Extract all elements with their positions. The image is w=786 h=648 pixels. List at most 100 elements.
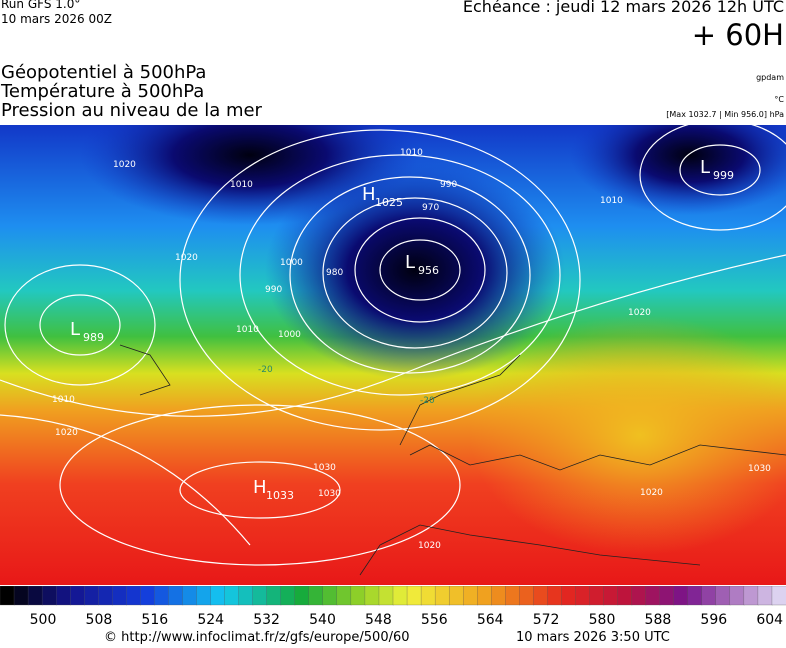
colorbar-swatch [420, 586, 436, 606]
colorbar-swatch [448, 586, 464, 606]
field: Température à 500hPa [1, 81, 205, 102]
isobar-label: 1000 [278, 330, 301, 340]
colorbar-swatch [561, 586, 577, 606]
temperature-label: -20 [258, 365, 273, 375]
colorbar-swatch [41, 586, 57, 606]
center-letter: H [362, 184, 376, 205]
colorbar-swatch [701, 586, 717, 606]
isobar-label: 970 [422, 203, 439, 213]
isobar-label: 1000 [280, 258, 303, 268]
colorbar-label: 580 [589, 612, 616, 628]
colorbar-label: 524 [197, 612, 224, 628]
colorbar-swatch [252, 586, 268, 606]
center-value: 1025 [375, 196, 403, 209]
isobar-label: 990 [440, 180, 457, 190]
colorbar-swatch [687, 586, 703, 606]
valid-time: Echéance : jeudi 12 mars 2026 12h UTC [462, 0, 784, 16]
colorbar-swatch [434, 586, 450, 606]
colorbar-label: 532 [253, 612, 280, 628]
colorbar-swatch [238, 586, 254, 606]
colorbar-swatch [673, 586, 689, 606]
colorbar-swatch [603, 586, 619, 606]
center-value: 999 [713, 169, 734, 182]
unit: °C [774, 95, 784, 104]
colorbar-swatch [589, 586, 605, 606]
colorbar-swatch [505, 586, 520, 606]
colorbar-swatch [182, 586, 198, 606]
field: Pression au niveau de la mer [1, 100, 262, 121]
colorbar-label: 556 [421, 612, 448, 628]
isobar-label: 990 [265, 285, 282, 295]
colorbar-swatch [547, 586, 563, 606]
isobar-label: 1020 [628, 308, 651, 318]
colorbar-label: 540 [309, 612, 336, 628]
isobar-label: 1020 [175, 253, 198, 263]
isobar-label: 1020 [418, 541, 441, 551]
colorbar-swatch [757, 586, 773, 606]
cold-core [265, 160, 565, 380]
colorbar-swatch [112, 586, 127, 606]
isobar-label: 1030 [318, 489, 341, 499]
colorbar-label: 604 [756, 612, 783, 628]
colorbar: 500 508 516 524 532 540 548 556 564 572 580 588 596 6… [0, 586, 786, 628]
isobar-label: 1020 [113, 160, 136, 170]
colorbar-swatch [70, 586, 85, 606]
colorbar-swatch [463, 586, 478, 606]
colorbar-label: 572 [533, 612, 560, 628]
isobar-label: 1010 [400, 148, 423, 158]
coastlines [119, 344, 786, 576]
colorbar-swatch [210, 586, 226, 606]
colorbar-swatch [84, 586, 99, 606]
colorbar-swatch [27, 586, 43, 606]
unit: [Max 1032.7 | Min 956.0] hPa [666, 110, 784, 119]
isobar-label: 1010 [230, 180, 253, 190]
center-value: 989 [83, 331, 104, 344]
colorbar-swatch [631, 586, 647, 606]
colorbar-swatch [533, 586, 549, 606]
colorbar-label: 516 [141, 612, 168, 628]
colorbar-label: 564 [477, 612, 504, 628]
colorbar-swatch [575, 586, 591, 606]
colorbar-label: 508 [86, 612, 113, 628]
colorbar-swatch [645, 586, 661, 606]
colorbar-swatch [308, 586, 324, 606]
isobar-label: 1010 [52, 395, 75, 405]
colorbar-swatch [743, 586, 759, 606]
cold-core [570, 125, 786, 215]
colorbar-swatch [350, 586, 366, 606]
run: Run GFS 1.0° [1, 0, 81, 11]
colorbar-swatch [13, 586, 29, 606]
colorbar-label: 596 [700, 612, 727, 628]
isobar-label: 1010 [236, 325, 259, 335]
isobar-label: 1020 [55, 428, 78, 438]
center-value: 1033 [266, 489, 294, 502]
isobar-label: 1030 [313, 463, 336, 473]
center-letter: L [70, 319, 80, 340]
colorbar-swatch [715, 586, 731, 606]
colorbar-swatch [98, 586, 113, 606]
colorbar-swatch [519, 586, 535, 606]
colorbar-swatch [154, 586, 170, 606]
center-value: 956 [418, 264, 439, 277]
unit: gpdam [756, 73, 784, 82]
colorbar-swatch [771, 586, 786, 606]
colorbar-swatch [477, 586, 492, 606]
temperature-label: -20 [420, 396, 435, 406]
colorbar-swatch [126, 586, 142, 606]
isobar-label: 980 [326, 268, 343, 278]
colorbar-swatch [140, 586, 156, 606]
isobar-label: 1010 [600, 196, 623, 206]
colorbar-swatch [266, 586, 282, 606]
cold-core [80, 125, 420, 225]
colorbar-swatch [224, 586, 240, 606]
center-letter: L [405, 252, 415, 273]
colorbar-label: 548 [365, 612, 392, 628]
center-letter: L [700, 157, 710, 178]
generated: 10 mars 2026 3:50 UTC [516, 630, 670, 645]
colorbar-swatch [294, 586, 310, 606]
run-date: 10 mars 2026 00Z [1, 12, 112, 26]
colorbar-swatch [406, 586, 422, 606]
colorbar-swatch [729, 586, 745, 606]
colorbar-swatch [280, 586, 296, 606]
